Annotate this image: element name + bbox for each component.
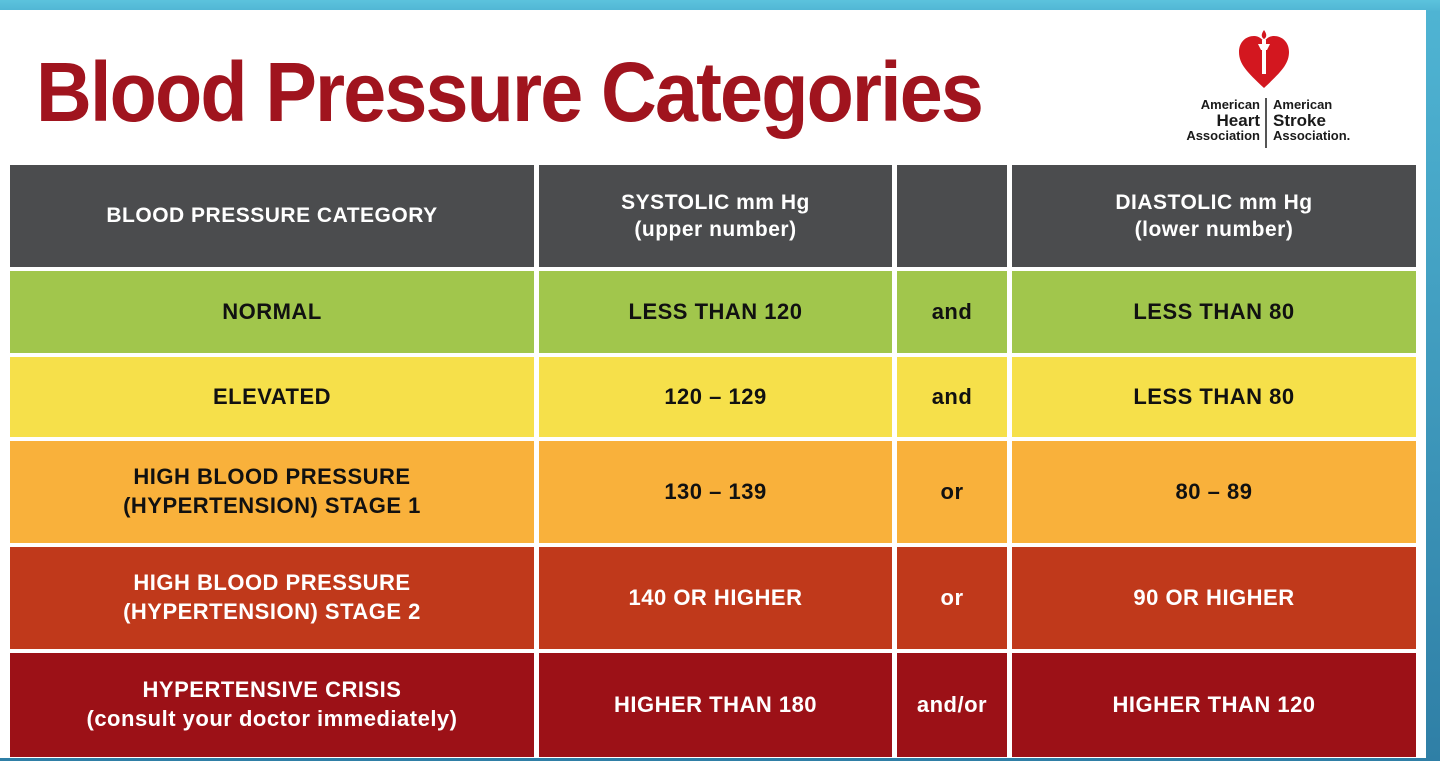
header-systolic: SYSTOLIC mm Hg (upper number) bbox=[539, 165, 892, 267]
diastolic-value: LESS THAN 80 bbox=[1133, 298, 1295, 324]
systolic-value: HIGHER THAN 180 bbox=[613, 691, 818, 717]
connector-cell: or bbox=[897, 547, 1007, 649]
header-category: BLOOD PRESSURE CATEGORY bbox=[10, 165, 534, 267]
header-diastolic-label: DIASTOLIC mm Hg bbox=[1115, 190, 1313, 214]
aha-asa-logo: American Heart Association American Stro… bbox=[1155, 26, 1380, 151]
systolic-value: LESS THAN 120 bbox=[628, 298, 803, 324]
heart-torch-icon bbox=[1239, 30, 1289, 88]
bp-categories-table: BLOOD PRESSURE CATEGORY SYSTOLIC mm Hg (… bbox=[10, 165, 1416, 761]
category-sublabel: (consult your doctor immediately) bbox=[86, 706, 458, 731]
table-row-stage2: HIGH BLOOD PRESSURE (HYPERTENSION) STAGE… bbox=[10, 547, 1416, 649]
connector-value: and bbox=[931, 383, 973, 409]
systolic-cell: 120 – 129 bbox=[539, 357, 892, 437]
logo-right-line1: American bbox=[1273, 97, 1333, 112]
diastolic-value: 90 OR HIGHER bbox=[1133, 584, 1295, 610]
diastolic-cell: HIGHER THAN 120 bbox=[1012, 653, 1416, 757]
table-row-elevated: ELEVATED 120 – 129 and LESS THAN 80 bbox=[10, 357, 1416, 437]
logo-divider bbox=[1265, 98, 1267, 148]
diastolic-value: HIGHER THAN 120 bbox=[1112, 691, 1316, 717]
asa-logo-text: American Stroke Association. bbox=[1273, 98, 1383, 143]
systolic-value: 120 – 129 bbox=[664, 383, 767, 409]
diastolic-cell: LESS THAN 80 bbox=[1012, 271, 1416, 353]
table-row-stage1: HIGH BLOOD PRESSURE (HYPERTENSION) STAGE… bbox=[10, 441, 1416, 543]
header-systolic-sublabel: (upper number) bbox=[634, 218, 797, 241]
logo-left-line1: American bbox=[1200, 97, 1260, 112]
logo-left-line2: Heart bbox=[1216, 110, 1260, 130]
category-label: NORMAL bbox=[222, 298, 322, 324]
systolic-cell: 140 OR HIGHER bbox=[539, 547, 892, 649]
systolic-value: 130 – 139 bbox=[664, 478, 767, 504]
category-label: HIGH BLOOD PRESSURE bbox=[133, 464, 411, 490]
connector-value: and/or bbox=[916, 691, 988, 717]
category-label: HIGH BLOOD PRESSURE bbox=[133, 570, 411, 596]
diastolic-cell: 80 – 89 bbox=[1012, 441, 1416, 543]
systolic-value: 140 OR HIGHER bbox=[628, 584, 803, 610]
diastolic-value: 80 – 89 bbox=[1175, 478, 1253, 504]
category-label: HYPERTENSIVE CRISIS bbox=[142, 677, 402, 703]
systolic-cell: LESS THAN 120 bbox=[539, 271, 892, 353]
diastolic-cell: LESS THAN 80 bbox=[1012, 357, 1416, 437]
category-label: ELEVATED bbox=[212, 383, 332, 409]
diastolic-cell: 90 OR HIGHER bbox=[1012, 547, 1416, 649]
page-title: Blood Pressure Categories bbox=[36, 45, 984, 139]
category-cell: HYPERTENSIVE CRISIS (consult your doctor… bbox=[10, 653, 534, 757]
category-cell: HIGH BLOOD PRESSURE (HYPERTENSION) STAGE… bbox=[10, 547, 534, 649]
connector-cell: and bbox=[897, 271, 1007, 353]
slide-card: Blood Pressure Categories American Heart… bbox=[0, 10, 1426, 758]
connector-cell: or bbox=[897, 441, 1007, 543]
header-category-label: BLOOD PRESSURE CATEGORY bbox=[106, 204, 438, 228]
header-connector bbox=[897, 165, 1007, 267]
aha-logo-text: American Heart Association bbox=[1150, 98, 1260, 143]
logo-right-line2: Stroke bbox=[1273, 110, 1326, 130]
header-diastolic-sublabel: (lower number) bbox=[1134, 218, 1294, 241]
logo-left-line3: Association bbox=[1186, 128, 1260, 144]
diastolic-value: LESS THAN 80 bbox=[1133, 383, 1295, 409]
category-cell: HIGH BLOOD PRESSURE (HYPERTENSION) STAGE… bbox=[10, 441, 534, 543]
category-sublabel: (HYPERTENSION) STAGE 2 bbox=[123, 599, 421, 624]
connector-value: or bbox=[940, 478, 964, 504]
category-cell: ELEVATED bbox=[10, 357, 534, 437]
header-diastolic: DIASTOLIC mm Hg (lower number) bbox=[1012, 165, 1416, 267]
connector-cell: and bbox=[897, 357, 1007, 437]
table-header-row: BLOOD PRESSURE CATEGORY SYSTOLIC mm Hg (… bbox=[10, 165, 1416, 267]
systolic-cell: 130 – 139 bbox=[539, 441, 892, 543]
connector-cell: and/or bbox=[897, 653, 1007, 757]
table-row-crisis: HYPERTENSIVE CRISIS (consult your doctor… bbox=[10, 653, 1416, 757]
category-sublabel: (HYPERTENSION) STAGE 1 bbox=[123, 493, 421, 518]
header-systolic-label: SYSTOLIC mm Hg bbox=[621, 190, 810, 214]
connector-value: or bbox=[940, 584, 964, 610]
table-row-normal: NORMAL LESS THAN 120 and LESS THAN 80 bbox=[10, 271, 1416, 353]
connector-value: and bbox=[931, 298, 973, 324]
systolic-cell: HIGHER THAN 180 bbox=[539, 653, 892, 757]
category-cell: NORMAL bbox=[10, 271, 534, 353]
logo-right-line3: Association. bbox=[1273, 128, 1351, 144]
